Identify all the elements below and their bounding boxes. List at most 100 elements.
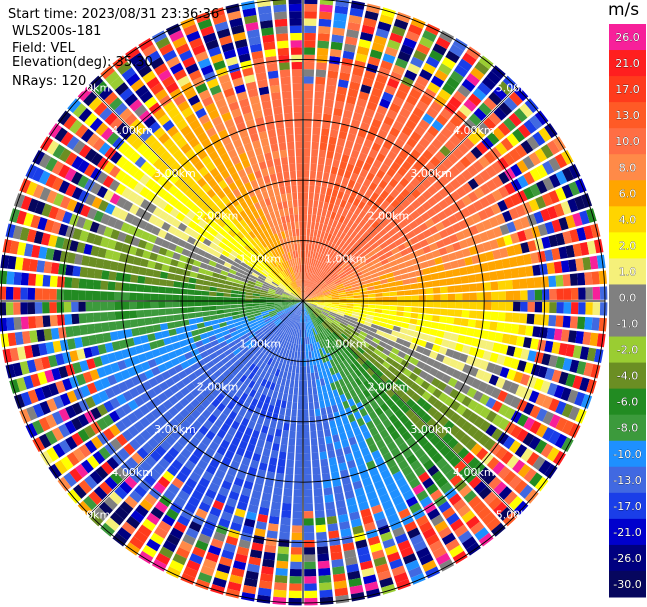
velocity-gate bbox=[461, 395, 473, 407]
velocity-gate bbox=[174, 229, 184, 238]
velocity-gate bbox=[294, 243, 298, 251]
velocity-gate bbox=[167, 367, 178, 377]
velocity-gate bbox=[118, 253, 128, 263]
velocity-gate bbox=[154, 356, 164, 366]
velocity-gate bbox=[332, 115, 342, 124]
velocity-gate bbox=[303, 308, 305, 316]
velocity-gate bbox=[159, 43, 174, 56]
velocity-gate bbox=[163, 452, 175, 464]
velocity-gate bbox=[169, 527, 184, 540]
velocity-gate bbox=[187, 301, 195, 307]
velocity-gate bbox=[515, 204, 526, 217]
velocity-gate bbox=[292, 281, 297, 289]
velocity-gate bbox=[257, 208, 265, 217]
velocity-gate bbox=[190, 398, 201, 409]
velocity-gate bbox=[370, 272, 379, 279]
velocity-gate bbox=[297, 307, 301, 315]
velocity-gate bbox=[158, 210, 169, 221]
velocity-gate bbox=[378, 274, 387, 281]
velocity-gate bbox=[315, 308, 322, 313]
velocity-gate bbox=[307, 322, 311, 330]
velocity-gate bbox=[419, 69, 433, 81]
velocity-gate bbox=[49, 302, 57, 314]
velocity-gate bbox=[489, 321, 498, 331]
velocity-gate bbox=[290, 292, 298, 298]
velocity-gate bbox=[86, 358, 96, 370]
velocity-gate bbox=[216, 445, 227, 456]
velocity-gate bbox=[562, 315, 571, 328]
velocity-gate bbox=[256, 331, 264, 338]
velocity-gate bbox=[283, 422, 290, 431]
velocity-gate bbox=[323, 376, 330, 385]
velocity-gate bbox=[227, 272, 236, 279]
velocity-gate bbox=[548, 173, 561, 188]
velocity-gate bbox=[230, 344, 239, 352]
velocity-gate bbox=[256, 192, 264, 202]
velocity-gate bbox=[375, 397, 385, 407]
velocity-gate bbox=[263, 107, 273, 117]
velocity-gate bbox=[413, 331, 422, 339]
velocity-gate bbox=[390, 199, 400, 209]
velocity-gate bbox=[293, 387, 299, 396]
velocity-gate bbox=[457, 530, 473, 544]
velocity-gate bbox=[317, 156, 326, 165]
velocity-gate bbox=[112, 136, 125, 150]
velocity-gate bbox=[336, 314, 344, 319]
velocity-gate bbox=[508, 495, 523, 511]
velocity-gate bbox=[443, 420, 455, 432]
velocity-gate bbox=[404, 259, 414, 267]
velocity-gate bbox=[267, 523, 279, 532]
velocity-gate bbox=[422, 327, 431, 335]
velocity-gate bbox=[249, 249, 257, 258]
velocity-gate bbox=[276, 248, 283, 256]
velocity-gate bbox=[294, 467, 303, 475]
velocity-gate bbox=[263, 230, 270, 239]
velocity-gate bbox=[315, 415, 322, 424]
velocity-gate bbox=[342, 376, 350, 385]
velocity-gate bbox=[248, 262, 256, 270]
velocity-gate bbox=[425, 341, 434, 350]
velocity-gate bbox=[121, 243, 131, 254]
velocity-gate bbox=[207, 374, 217, 384]
velocity-gate bbox=[219, 35, 233, 46]
velocity-gate bbox=[308, 321, 312, 329]
velocity-gate bbox=[309, 303, 317, 307]
velocity-gate bbox=[553, 384, 565, 399]
velocity-gate bbox=[117, 231, 127, 242]
velocity-gate bbox=[320, 312, 328, 318]
velocity-gate bbox=[358, 553, 372, 564]
velocity-gate bbox=[541, 302, 550, 313]
velocity-gate bbox=[122, 200, 134, 212]
velocity-gate bbox=[532, 264, 541, 276]
velocity-gate bbox=[376, 169, 386, 180]
velocity-gate bbox=[304, 539, 315, 548]
velocity-gate bbox=[131, 137, 144, 150]
velocity-gate bbox=[375, 195, 385, 205]
velocity-gate bbox=[410, 459, 422, 471]
velocity-gate bbox=[216, 146, 227, 157]
velocity-gate bbox=[500, 451, 514, 465]
velocity-gate bbox=[365, 436, 375, 447]
velocity-gate bbox=[334, 197, 342, 207]
velocity-gate bbox=[461, 344, 471, 355]
velocity-gate bbox=[177, 489, 190, 502]
velocity-gate bbox=[572, 212, 583, 227]
velocity-gate bbox=[319, 142, 328, 151]
velocity-gate bbox=[212, 344, 222, 352]
velocity-gate bbox=[388, 281, 396, 288]
velocity-gate bbox=[82, 371, 93, 384]
velocity-gate bbox=[85, 290, 94, 301]
velocity-gate bbox=[440, 308, 448, 316]
velocity-gate bbox=[395, 204, 405, 214]
velocity-gate bbox=[326, 150, 334, 160]
velocity-gate bbox=[316, 531, 327, 540]
velocity-gate bbox=[263, 355, 271, 364]
velocity-gate bbox=[303, 228, 307, 236]
velocity-gate bbox=[322, 287, 330, 293]
velocity-gate bbox=[291, 258, 296, 266]
velocity-gate bbox=[441, 339, 450, 348]
velocity-gate bbox=[346, 133, 357, 143]
velocity-gate bbox=[454, 64, 469, 78]
velocity-gate bbox=[254, 391, 262, 401]
velocity-gate bbox=[167, 143, 180, 155]
